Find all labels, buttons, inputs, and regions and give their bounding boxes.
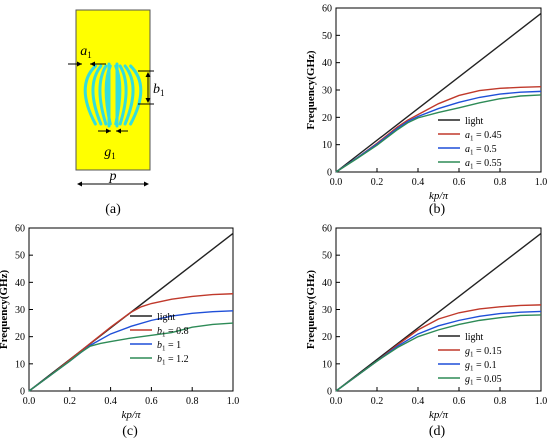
b1-arrowhead-top-icon [145,72,151,77]
p-arrowhead-left-icon [77,181,82,187]
y-tick-label: 30 [322,86,332,97]
chart-panel-d: 0.0 0.2 0.4 0.6 0.8 1.0 0 10 20 30 40 50 60 kp/π Frequ… [305,224,547,440]
meander-strip [118,64,128,126]
meander-strip [123,64,135,126]
series-line-3 [28,322,234,392]
x-tick-label: 0.8 [494,396,507,407]
y-tick-label: 60 [322,4,332,15]
y-tick-label: 20 [15,332,25,343]
legend-entry: g1 = 0.05 [465,374,502,387]
x-tick-label: 1.0 [535,396,548,407]
legend-entry: g1 = 0.1 [465,360,497,373]
panel-caption: (b) [429,202,446,217]
x-tick-label: 0.2 [371,396,384,407]
g1-arrowhead-right-icon [116,128,121,134]
y-axis-label: Frequency(GHz) [0,270,10,350]
x-tick-label: 0.6 [453,177,466,188]
legend-entry: light [465,332,484,343]
y-tick-label: 20 [322,113,332,124]
legend-entry: light [465,116,484,127]
y-axis-label: Frequency(GHz) [305,50,317,130]
legend-entry: a1 = 0.45 [465,130,502,143]
meander-strip [91,64,103,126]
series-line-light [335,232,542,392]
y-tick-label: 0 [327,168,332,179]
y-tick-label: 40 [322,278,332,289]
y-axis-label: Frequency(GHz) [305,270,317,350]
g1-label: g1 [104,145,116,161]
x-tick-label: 0.4 [104,396,117,407]
panel-caption: (c) [122,424,138,439]
x-tick-label: 1.0 [535,177,548,188]
x-tick-label: 0.2 [64,396,77,407]
a1-arrowhead-right-icon [90,61,95,67]
y-tick-label: 40 [15,278,25,289]
y-tick-label: 50 [15,251,25,262]
series-line-3 [335,314,542,392]
chart-panel-b: 0.0 0.2 0.4 0.6 0.8 1.0 0 10 20 30 40 50 60 kp/π Frequ… [305,4,547,218]
y-tick-label: 0 [20,387,25,398]
x-axis-label: kp/π [122,409,141,421]
y-tick-label: 40 [322,58,332,69]
y-tick-label: 10 [322,140,332,151]
p-arrowhead-right-icon [144,181,149,187]
y-tick-label: 20 [322,332,332,343]
x-tick-label: 0.8 [186,396,199,407]
x-tick-label: 0.6 [145,396,158,407]
chart-panel-c: 0.0 0.2 0.4 0.6 0.8 1.0 0 10 20 30 40 50 60 kp/π Frequ… [0,224,239,440]
a1-label: a1 [80,44,92,60]
y-tick-label: 10 [322,359,332,370]
panel-a-unit-cell: a1 b1 g1 p (a) [68,9,165,217]
series-line-1 [28,293,234,392]
panel-a-caption: (a) [105,202,121,217]
series-line-3 [335,94,542,173]
series-line-1 [335,86,542,173]
y-tick-label: 50 [322,31,332,42]
meander-strip [98,64,108,126]
x-tick-label: 1.0 [227,396,240,407]
legend-entry: b1 = 1 [157,340,181,353]
series-line-light [335,12,542,173]
g1-arrowhead-left-icon [106,128,111,134]
x-tick-label: 0.0 [23,396,36,407]
legend-entry: b1 = 0.8 [157,326,189,339]
y-tick-label: 10 [15,359,25,370]
y-tick-label: 60 [15,224,25,235]
y-tick-label: 30 [15,305,25,316]
x-tick-label: 0.6 [453,396,466,407]
x-tick-label: 0.0 [330,177,343,188]
panel-caption: (d) [429,424,446,439]
meander-strip [129,64,143,126]
legend-entry: light [157,312,176,323]
p-label: p [109,169,117,184]
legend-entry: g1 = 0.15 [465,346,502,359]
b1-label: b1 [153,82,165,98]
legend-entry: b1 = 1.2 [157,354,189,367]
y-tick-label: 0 [327,387,332,398]
legend: light b1 = 0.8b1 = 1b1 = 1.2 [130,312,189,367]
x-axis-label: kp/π [429,409,448,421]
y-tick-label: 50 [322,251,332,262]
meander-strip [83,64,97,126]
x-tick-label: 0.4 [412,177,425,188]
legend-entry: a1 = 0.5 [465,144,497,157]
x-tick-label: 0.8 [494,177,507,188]
a1-arrowhead-left-icon [77,61,82,67]
series-line-2 [28,310,234,392]
meander-strips [83,62,143,128]
y-tick-label: 60 [322,224,332,235]
x-axis-label: kp/π [429,190,448,202]
series-line-2 [335,310,542,392]
x-tick-label: 0.0 [330,396,343,407]
y-tick-label: 30 [322,305,332,316]
x-tick-label: 0.2 [371,177,384,188]
unit-cell-substrate [75,9,151,171]
series-line-2 [335,90,542,173]
b1-arrowhead-bottom-icon [145,98,151,103]
legend-entry: a1 = 0.55 [465,158,502,171]
x-tick-label: 0.4 [412,396,425,407]
